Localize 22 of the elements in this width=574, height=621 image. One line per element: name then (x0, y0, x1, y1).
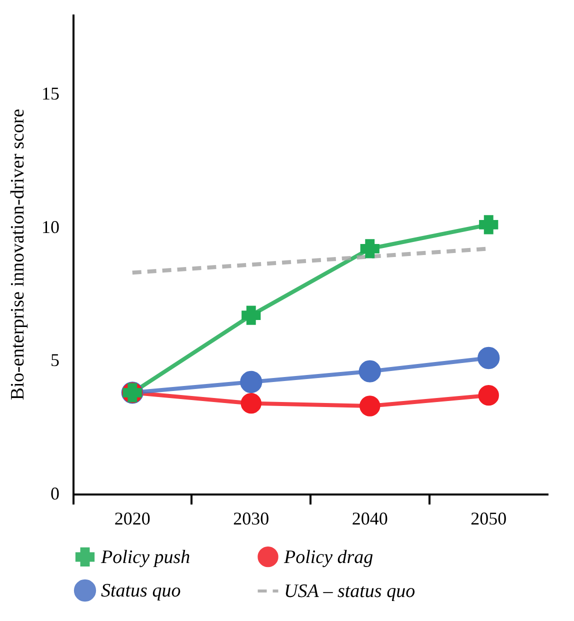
legend-label: Status quo (101, 580, 181, 602)
x-tick-label: 2030 (233, 508, 270, 528)
point (360, 239, 380, 258)
point (479, 215, 498, 234)
x-tick-label: 2050 (470, 508, 507, 528)
point (240, 370, 262, 394)
y-tick-label: 0 (50, 484, 60, 504)
x-tick-label: 2020 (114, 508, 150, 528)
y-tick-label: 10 (42, 216, 60, 237)
legend-label: Policy drag (283, 546, 374, 568)
point (478, 346, 500, 370)
point (240, 393, 262, 414)
legend-label: Policy push (100, 546, 190, 568)
point (358, 360, 381, 382)
legend-label: USA – status quo (284, 581, 416, 602)
x-tick-label: 2040 (352, 508, 388, 528)
point (242, 306, 261, 325)
y-tick-label: 15 (42, 84, 60, 104)
y-tick-label: 5 (50, 350, 60, 370)
point (360, 396, 380, 416)
point (478, 385, 499, 406)
y-axis-title: Bio-enterprise innovation-driver score (8, 108, 28, 400)
